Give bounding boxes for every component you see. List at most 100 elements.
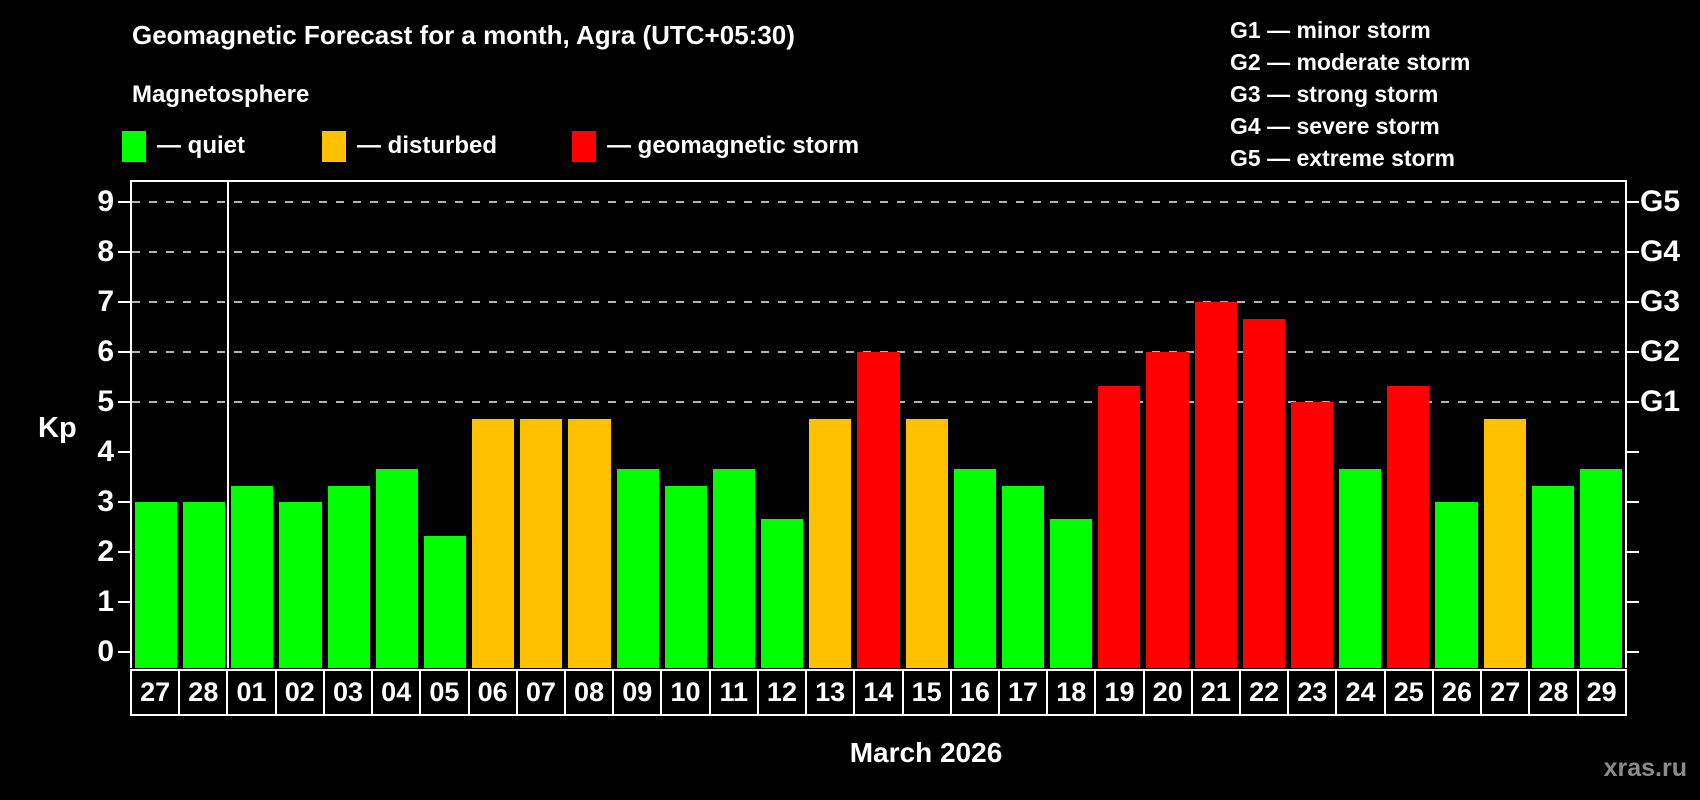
day-label-23: 23	[1287, 669, 1338, 716]
kp-bar-day-14	[857, 352, 900, 668]
g-level-label-g1: G1	[1640, 385, 1681, 418]
kp-bar-day-22	[1242, 318, 1285, 668]
kp-bar-day-16	[953, 468, 996, 668]
gridline-kp9	[132, 201, 1625, 203]
day-label-04: 04	[371, 669, 422, 716]
kp-bar-day-05	[423, 535, 467, 668]
right-axis-tick-0	[1627, 651, 1639, 653]
storm-scale-line-g4: G4 — severe storm	[1230, 113, 1440, 139]
storm-color-swatch	[572, 130, 596, 162]
day-label-20: 20	[1142, 669, 1193, 716]
kp-bar-day-20	[1146, 352, 1189, 668]
kp-bar-day-23	[1290, 402, 1334, 668]
kp-bar-day-01	[231, 485, 274, 668]
storm-scale-legend: G1 — minor storm G2 — moderate storm G3 …	[1230, 14, 1470, 174]
day-label-08: 08	[563, 669, 615, 716]
kp-bar-day-24	[1339, 468, 1382, 668]
y-axis-tick-8	[118, 251, 130, 253]
day-label-27: 27	[1480, 669, 1531, 716]
day-label-07: 07	[515, 669, 566, 716]
g-level-label-g4: G4	[1640, 235, 1681, 268]
legend-label-quiet: — quiet	[157, 132, 245, 159]
right-axis-tick-8	[1627, 251, 1639, 253]
right-axis-tick-7	[1627, 301, 1639, 303]
y-axis-label-7: 7	[97, 285, 114, 318]
right-axis-tick-6	[1627, 351, 1639, 353]
kp-bar-day-03	[327, 485, 370, 668]
y-axis-label-5: 5	[97, 385, 114, 418]
kp-bar-day-15	[905, 418, 948, 668]
day-label-22: 22	[1239, 669, 1290, 716]
chart-title: Geomagnetic Forecast for a month, Agra (…	[132, 20, 795, 50]
legend-label-disturbed: — disturbed	[357, 132, 498, 159]
day-label-11: 11	[708, 669, 759, 716]
y-axis-tick-4	[118, 451, 130, 453]
y-axis-tick-7	[118, 301, 130, 303]
kp-bar-day-02	[279, 502, 322, 668]
y-axis-label-6: 6	[97, 335, 114, 368]
kp-bar-day-27	[135, 502, 178, 668]
gridline-kp7	[132, 301, 1625, 303]
kp-bar-day-28	[183, 502, 226, 668]
kp-bar-day-27	[1483, 418, 1526, 668]
y-axis-label-1: 1	[97, 585, 114, 618]
y-axis-tick-6	[118, 351, 130, 353]
month-separator	[227, 182, 230, 668]
day-label-15: 15	[901, 669, 952, 716]
y-axis-label-4: 4	[97, 435, 114, 468]
kp-bar-day-29	[1579, 468, 1622, 668]
legend-item-disturbed: — disturbed	[322, 129, 497, 163]
legend-item-storm: — geomagnetic storm	[572, 129, 859, 163]
y-axis-tick-5	[118, 401, 130, 403]
right-axis-tick-2	[1627, 551, 1639, 553]
day-label-13: 13	[805, 669, 856, 716]
kp-bar-day-04	[375, 468, 418, 668]
day-label-09: 09	[612, 669, 663, 716]
kp-bar-day-10	[664, 485, 707, 668]
disturbed-color-swatch	[322, 130, 346, 162]
storm-scale-line-g3: G3 — strong storm	[1230, 81, 1439, 107]
right-axis-tick-4	[1627, 451, 1639, 453]
kp-bar-day-13	[809, 418, 852, 668]
y-axis-label-0: 0	[97, 635, 114, 668]
y-axis-tick-0	[118, 651, 130, 653]
gridline-kp8	[132, 251, 1625, 253]
right-axis-tick-5	[1627, 401, 1639, 403]
y-axis-label-8: 8	[97, 235, 114, 268]
kp-bar-day-28	[1531, 485, 1574, 668]
y-axis-tick-1	[118, 601, 130, 603]
kp-bar-day-17	[1001, 485, 1045, 668]
right-axis-tick-9	[1627, 201, 1639, 203]
day-label-12: 12	[756, 669, 808, 716]
day-label-02: 02	[274, 669, 325, 716]
kp-bar-day-26	[1435, 502, 1478, 668]
y-axis-label-9: 9	[97, 185, 114, 218]
right-axis-tick-1	[1627, 601, 1639, 603]
kp-bar-day-21	[1194, 302, 1237, 668]
chart-subtitle: Magnetosphere	[132, 81, 310, 108]
day-label-28: 28	[178, 669, 229, 716]
y-axis-label-2: 2	[97, 535, 114, 568]
g-level-label-g2: G2	[1640, 335, 1681, 368]
kp-bar-day-11	[712, 468, 756, 668]
g-level-label-g3: G3	[1640, 285, 1681, 318]
day-label-16: 16	[949, 669, 1000, 716]
kp-bar-day-19	[1098, 385, 1141, 668]
x-axis-day-row: 27 28 01 02 03 04 05 06 07 08 09 10 11 12 13 14 15 16 17 18…	[130, 669, 1627, 716]
day-label-28: 28	[1528, 669, 1579, 716]
y-axis-tick-9	[118, 201, 130, 203]
day-label-27: 27	[130, 669, 181, 716]
day-label-03: 03	[322, 669, 374, 716]
kp-bar-day-09	[616, 468, 659, 668]
kp-bar-day-18	[1050, 518, 1093, 668]
storm-scale-line-g2: G2 — moderate storm	[1230, 49, 1471, 75]
day-label-14: 14	[853, 669, 904, 716]
day-label-18: 18	[1046, 669, 1097, 716]
day-label-26: 26	[1431, 669, 1483, 716]
plot-area: 27 28 01 02 03 04 05 06 07 08 09 10 11 12 13 14 15 16 17 18…	[97, 180, 1680, 716]
storm-scale-line-g1: G1 — minor storm	[1230, 17, 1431, 43]
quiet-color-swatch	[122, 130, 146, 162]
x-axis-caption: March 2026	[849, 737, 1003, 768]
y-axis-tick-2	[118, 551, 130, 553]
legend-label-storm: — geomagnetic storm	[607, 132, 860, 159]
